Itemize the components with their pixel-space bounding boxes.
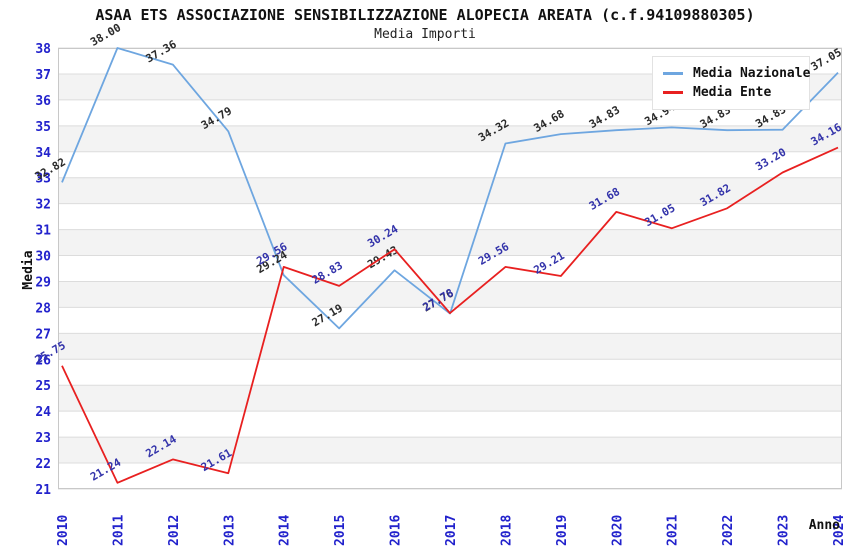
grid-band [58,333,842,360]
x-tick-label: 2020 [610,515,625,546]
grid-band [58,177,842,204]
legend: Media Nazionale Media Ente [652,56,810,110]
x-tick-label: 2022 [721,515,736,546]
y-tick-label: 28 [35,301,51,316]
y-tick-label: 22 [35,457,51,472]
y-tick-label: 29 [35,275,51,290]
y-tick-label: 36 [35,94,51,109]
grid-band [58,281,842,308]
x-tick-label: 2010 [56,515,71,546]
grid-band [58,385,842,412]
y-tick-label: 37 [35,68,51,83]
y-tick-label: 25 [35,379,51,394]
x-tick-label: 2016 [389,515,404,546]
legend-label-nazionale: Media Nazionale [693,66,811,81]
y-tick-label: 32 [35,198,51,213]
chart-title: ASAA ETS ASSOCIAZIONE SENSIBILIZZAZIONE … [95,6,755,24]
x-tick-label: 2014 [278,515,293,546]
legend-item-media-nazionale: Media Nazionale [663,64,810,83]
y-axis-title: Media [21,250,36,289]
y-tick-label: 31 [35,224,51,239]
plot-border [58,48,842,489]
x-tick-label: 2011 [111,515,126,546]
y-tick-label: 23 [35,431,51,446]
data-point-label: 37.05 [809,46,844,74]
x-tick-label: 2013 [222,515,237,546]
x-tick-label: 2021 [666,515,681,546]
legend-line-swatch-nazionale [663,72,683,75]
x-tick-label: 2012 [167,515,182,546]
y-tick-label: 38 [35,42,51,57]
data-point-label: 38.00 [88,21,123,49]
x-tick-label: 2019 [555,515,570,546]
y-tick-label: 21 [35,483,51,498]
x-tick-label: 2018 [499,515,514,546]
x-tick-label: 2023 [777,515,792,546]
y-tick-label: 35 [35,120,51,135]
y-tick-label: 30 [35,250,51,265]
legend-item-media-ente: Media Ente [663,83,803,102]
y-tick-label: 33 [35,172,51,187]
y-tick-label: 24 [35,405,51,420]
legend-label-ente: Media Ente [693,85,772,100]
x-tick-label: 2015 [333,515,348,546]
y-tick-label: 26 [35,353,51,368]
y-tick-label: 27 [35,327,51,342]
legend-line-swatch-ente [663,91,683,94]
grid-band [58,229,842,256]
x-tick-label: 2024 [832,515,847,546]
series-line-media-ente [61,146,839,484]
y-tick-label: 34 [35,146,51,161]
grid-band [58,437,842,464]
x-tick-label: 2017 [444,515,459,546]
x-axis-title: Anno [809,518,840,533]
chart-subtitle: Media Importi [374,27,476,42]
